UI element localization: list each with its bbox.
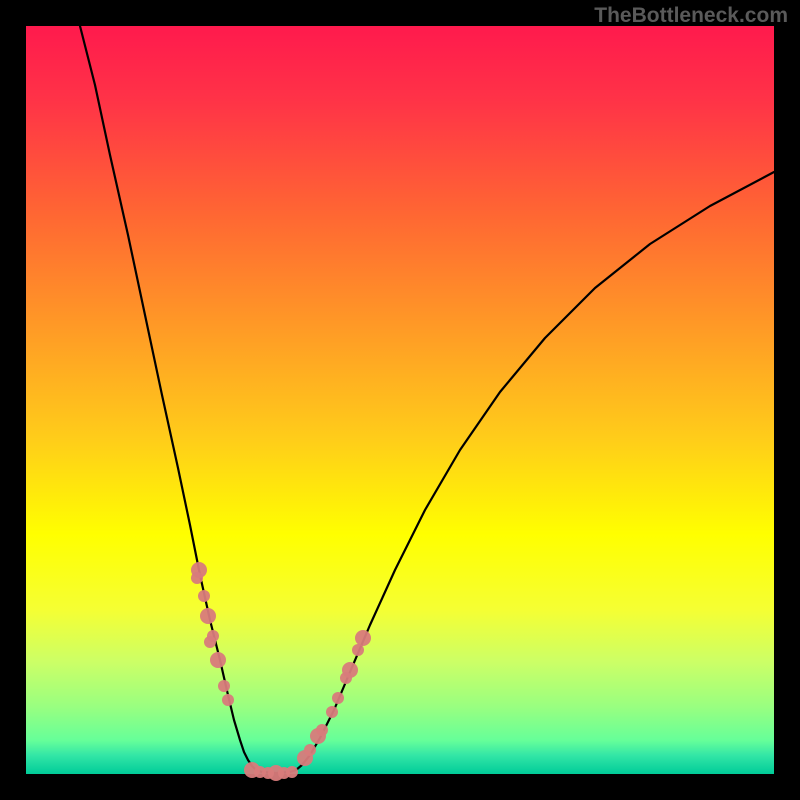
data-marker bbox=[222, 694, 234, 706]
data-marker bbox=[304, 744, 316, 756]
data-marker bbox=[286, 766, 298, 778]
data-marker bbox=[210, 652, 226, 668]
data-marker bbox=[355, 630, 371, 646]
data-marker bbox=[340, 672, 352, 684]
data-marker bbox=[200, 608, 216, 624]
v-curve-chart bbox=[0, 0, 800, 800]
data-marker bbox=[310, 728, 326, 744]
data-marker bbox=[218, 680, 230, 692]
data-marker bbox=[326, 706, 338, 718]
chart-background bbox=[26, 26, 774, 774]
data-marker bbox=[198, 590, 210, 602]
data-marker bbox=[332, 692, 344, 704]
data-marker bbox=[191, 572, 203, 584]
chart-container: TheBottleneck.com bbox=[0, 0, 800, 800]
data-marker bbox=[204, 636, 216, 648]
